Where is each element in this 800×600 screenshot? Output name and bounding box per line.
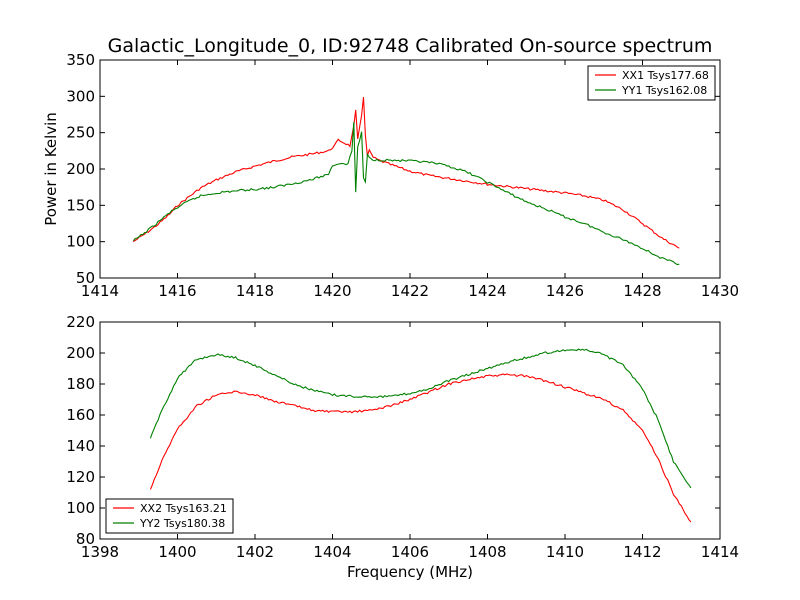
- x-tick-label: 1416: [158, 282, 196, 300]
- x-tick-label: 1414: [701, 543, 739, 561]
- y-tick-label: 120: [66, 468, 95, 486]
- x-tick-label: 1422: [391, 282, 429, 300]
- y-tick-label: 350: [66, 51, 95, 69]
- y-tick-label: 50: [76, 269, 95, 287]
- bottom-panel-xlabel: Frequency (MHz): [347, 563, 473, 581]
- x-tick-label: 1406: [391, 543, 429, 561]
- legend-label: YY1 Tsys162.08: [621, 84, 707, 97]
- x-tick-label: 1400: [158, 543, 196, 561]
- y-tick-label: 150: [66, 196, 95, 214]
- legend-label: XX1 Tsys177.68: [622, 69, 709, 82]
- legend-box: [587, 65, 716, 101]
- y-tick-label: 140: [66, 437, 95, 455]
- x-tick-label: 1424: [468, 282, 506, 300]
- series-line-xx2: [149, 373, 692, 523]
- x-tick-label: 1418: [236, 282, 274, 300]
- y-tick-label: 100: [66, 233, 95, 251]
- series-line-yy2: [149, 348, 692, 489]
- x-tick-label: 1402: [236, 543, 274, 561]
- x-tick-label: 1430: [701, 282, 739, 300]
- x-tick-label: 1428: [623, 282, 661, 300]
- x-tick-label: 1414: [81, 282, 119, 300]
- x-tick-label: 1426: [546, 282, 584, 300]
- y-tick-label: 100: [66, 499, 95, 517]
- legend-label: YY2 Tsys180.38: [139, 517, 225, 530]
- y-tick-label: 300: [66, 87, 95, 105]
- bottom-panel: Frequency (MHz) 1398 1400 1402 1404 1406 1408…: [66, 313, 739, 581]
- legend-box: [105, 498, 234, 534]
- x-tick-label: 1412: [623, 543, 661, 561]
- y-tick-label: 80: [76, 530, 95, 548]
- y-tick-label: 220: [66, 313, 95, 331]
- chart-title: Galactic_Longitude_0, ID:92748 Calibrate…: [108, 35, 713, 57]
- top-panel: Power in Kelvin 1414 1416 1418 1420 1422 1424…: [42, 51, 739, 300]
- y-tick-label: 160: [66, 406, 95, 424]
- y-tick-label: 180: [66, 375, 95, 393]
- x-tick-label: 1420: [313, 282, 351, 300]
- y-tick-label: 200: [66, 344, 95, 362]
- x-tick-label: 1398: [81, 543, 119, 561]
- series-line-xx1: [132, 97, 680, 249]
- y-tick-label: 200: [66, 160, 95, 178]
- y-tick-label: 250: [66, 124, 95, 142]
- x-tick-label: 1410: [546, 543, 584, 561]
- x-tick-label: 1408: [468, 543, 506, 561]
- series-line-yy1: [132, 122, 680, 266]
- x-tick-label: 1404: [313, 543, 351, 561]
- top-panel-ylabel: Power in Kelvin: [42, 112, 60, 226]
- legend-label: XX2 Tsys163.21: [140, 502, 227, 515]
